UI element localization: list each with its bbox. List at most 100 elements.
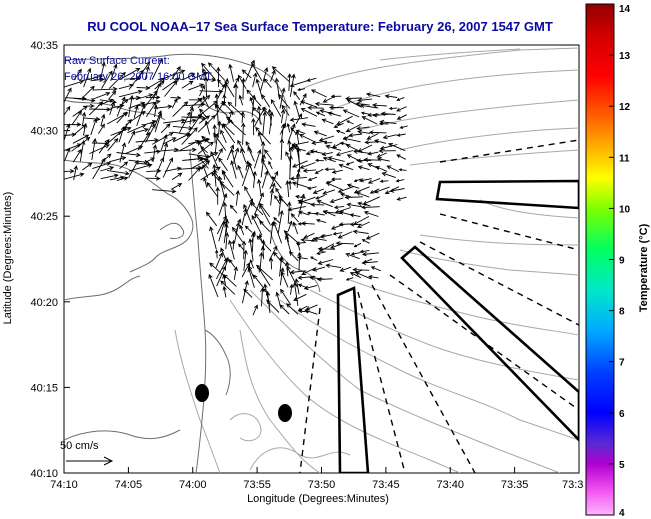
current-vector bbox=[261, 170, 269, 189]
current-vector bbox=[151, 58, 163, 80]
current-vector bbox=[352, 267, 370, 272]
current-vector bbox=[241, 280, 249, 304]
current-vector bbox=[241, 122, 246, 145]
current-vector bbox=[346, 202, 363, 208]
current-vector bbox=[349, 213, 361, 218]
x-tick-label: 73:35 bbox=[501, 479, 529, 491]
current-vector bbox=[216, 265, 227, 287]
current-vector bbox=[361, 116, 378, 125]
current-vector bbox=[109, 156, 127, 163]
current-vector bbox=[296, 241, 301, 251]
current-vector bbox=[375, 165, 388, 172]
current-vector bbox=[304, 309, 318, 315]
overlay-current-label: Raw Surface Current: bbox=[64, 55, 170, 67]
current-vector bbox=[230, 148, 238, 170]
current-vector bbox=[210, 150, 219, 169]
current-vector bbox=[357, 98, 372, 103]
current-vector bbox=[323, 141, 333, 145]
current-vector bbox=[338, 222, 351, 227]
current-vector bbox=[277, 209, 284, 234]
current-vector bbox=[64, 105, 71, 116]
current-vector bbox=[199, 89, 224, 94]
current-vector bbox=[261, 158, 273, 180]
current-vector bbox=[261, 93, 271, 108]
colorbar-tick-label: 14 bbox=[619, 4, 631, 15]
current-vector bbox=[333, 122, 344, 129]
current-vector bbox=[215, 147, 223, 162]
current-vector bbox=[107, 169, 130, 176]
current-vector bbox=[303, 232, 315, 239]
current-vector bbox=[98, 138, 110, 154]
current-vector bbox=[396, 114, 407, 120]
current-vector bbox=[73, 68, 82, 81]
current-vector bbox=[228, 63, 235, 82]
current-vector bbox=[306, 77, 317, 82]
current-vector bbox=[396, 154, 406, 160]
current-vector bbox=[234, 221, 241, 242]
current-vector bbox=[220, 280, 236, 295]
current-vector bbox=[256, 235, 272, 252]
current-vector bbox=[359, 249, 370, 254]
current-vector bbox=[301, 267, 317, 275]
current-vector bbox=[64, 79, 85, 88]
current-vector bbox=[350, 252, 361, 256]
current-vector bbox=[279, 304, 290, 315]
current-vector bbox=[354, 271, 372, 280]
y-axis-label: Latitude (Degrees:Minutes) bbox=[2, 192, 14, 325]
current-vector bbox=[160, 123, 171, 134]
current-vector bbox=[250, 232, 256, 253]
current-vector bbox=[268, 160, 273, 170]
current-vector bbox=[136, 103, 146, 127]
current-vector bbox=[270, 69, 276, 82]
current-vector bbox=[241, 262, 251, 278]
current-vector bbox=[253, 149, 262, 169]
current-vector bbox=[327, 156, 345, 162]
current-vector bbox=[396, 133, 406, 137]
y-tick-labels: 40:35 40:30 40:25 40:20 40:15 40:10 bbox=[30, 40, 58, 480]
figure-title: RU COOL NOAA–17 Sea Surface Temperature:… bbox=[87, 19, 553, 34]
current-vector bbox=[64, 132, 77, 137]
colorbar-tick-label: 11 bbox=[619, 153, 630, 164]
current-vector bbox=[362, 251, 380, 257]
current-vector bbox=[297, 88, 306, 92]
current-vector bbox=[379, 179, 389, 183]
current-vector bbox=[284, 234, 292, 253]
current-vector bbox=[315, 194, 325, 200]
current-vector bbox=[64, 87, 72, 104]
current-vector bbox=[357, 165, 370, 171]
current-vector bbox=[237, 74, 247, 89]
current-vector bbox=[162, 77, 181, 91]
current-vector bbox=[337, 231, 353, 239]
current-vector bbox=[298, 210, 310, 216]
current-vector bbox=[64, 147, 71, 162]
current-vector bbox=[199, 84, 205, 97]
current-vector bbox=[315, 111, 326, 117]
current-vector bbox=[251, 117, 256, 136]
current-vector bbox=[321, 151, 333, 157]
current-vector bbox=[82, 122, 88, 136]
current-vector bbox=[145, 123, 156, 143]
current-vector bbox=[310, 202, 325, 207]
current-vector bbox=[353, 242, 362, 248]
current-vector bbox=[250, 201, 264, 216]
current-vector bbox=[235, 189, 240, 206]
current-vector bbox=[302, 168, 317, 173]
current-vector bbox=[251, 94, 257, 117]
current-vector bbox=[315, 158, 324, 163]
current-vector bbox=[173, 147, 197, 153]
current-vector bbox=[222, 285, 227, 298]
current-vector bbox=[270, 98, 282, 117]
current-vector bbox=[315, 218, 327, 224]
current-vector bbox=[300, 108, 318, 117]
buoy-marker bbox=[195, 384, 209, 402]
current-vector bbox=[224, 81, 235, 98]
current-vector bbox=[88, 101, 104, 116]
current-vector bbox=[64, 122, 82, 127]
x-tick-label: 73:45 bbox=[372, 479, 400, 491]
current-vector bbox=[295, 172, 301, 188]
current-vector bbox=[90, 77, 105, 82]
current-vector bbox=[100, 113, 106, 126]
current-vector bbox=[252, 304, 258, 316]
current-vector bbox=[330, 94, 342, 99]
